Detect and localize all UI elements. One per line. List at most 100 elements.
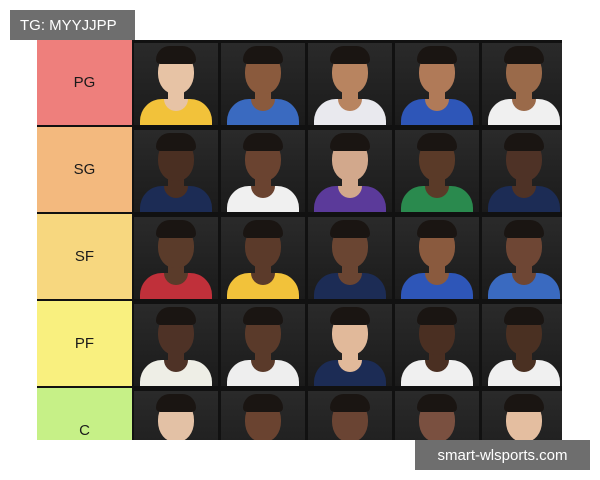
- player-card[interactable]: [395, 217, 479, 299]
- hair-shape: [330, 133, 370, 151]
- neck-shape: [429, 176, 445, 186]
- player-card[interactable]: [308, 43, 392, 125]
- player-card[interactable]: [482, 130, 562, 212]
- neck-shape: [342, 176, 358, 186]
- player-card[interactable]: [308, 130, 392, 212]
- hair-shape: [504, 394, 544, 412]
- collar-shape: [164, 186, 188, 198]
- tier-row-pg: PG: [37, 40, 562, 127]
- hair-shape: [243, 220, 283, 238]
- hair-shape: [504, 307, 544, 325]
- collar-shape: [512, 273, 536, 285]
- player-card[interactable]: [308, 304, 392, 386]
- tier-cells: [132, 214, 562, 301]
- watermark-label: smart-wlsports.com: [415, 440, 590, 470]
- neck-shape: [342, 350, 358, 360]
- tier-row-pf: PF: [37, 301, 562, 388]
- player-card[interactable]: [308, 391, 392, 440]
- collar-shape: [338, 360, 362, 372]
- hair-shape: [330, 46, 370, 64]
- player-card[interactable]: [134, 391, 218, 440]
- neck-shape: [255, 176, 271, 186]
- hair-shape: [243, 394, 283, 412]
- hair-shape: [156, 220, 196, 238]
- collar-shape: [338, 273, 362, 285]
- hair-shape: [417, 307, 457, 325]
- collar-shape: [251, 273, 275, 285]
- tier-row-c: C: [37, 388, 562, 440]
- player-card[interactable]: [308, 217, 392, 299]
- hair-shape: [504, 46, 544, 64]
- player-card[interactable]: [395, 130, 479, 212]
- tier-row-sg: SG: [37, 127, 562, 214]
- neck-shape: [255, 89, 271, 99]
- hair-shape: [417, 46, 457, 64]
- collar-shape: [425, 186, 449, 198]
- collar-shape: [164, 360, 188, 372]
- player-card[interactable]: [221, 43, 305, 125]
- neck-shape: [342, 263, 358, 273]
- hair-shape: [243, 307, 283, 325]
- hair-shape: [417, 133, 457, 151]
- collar-shape: [425, 99, 449, 111]
- collar-shape: [251, 186, 275, 198]
- player-card[interactable]: [134, 217, 218, 299]
- collar-shape: [512, 360, 536, 372]
- tier-cells: [132, 388, 562, 440]
- collar-shape: [425, 273, 449, 285]
- neck-shape: [429, 89, 445, 99]
- collar-shape: [512, 186, 536, 198]
- neck-shape: [342, 89, 358, 99]
- hair-shape: [243, 133, 283, 151]
- player-card[interactable]: [395, 391, 479, 440]
- player-card[interactable]: [134, 130, 218, 212]
- collar-shape: [251, 360, 275, 372]
- player-card[interactable]: [134, 43, 218, 125]
- tier-label[interactable]: SG: [37, 127, 132, 214]
- neck-shape: [168, 350, 184, 360]
- collar-shape: [338, 99, 362, 111]
- player-card[interactable]: [482, 43, 562, 125]
- player-card[interactable]: [221, 304, 305, 386]
- hair-shape: [330, 307, 370, 325]
- player-card[interactable]: [134, 304, 218, 386]
- collar-shape: [164, 99, 188, 111]
- hair-shape: [504, 220, 544, 238]
- player-card[interactable]: [221, 130, 305, 212]
- player-card[interactable]: [395, 43, 479, 125]
- neck-shape: [516, 263, 532, 273]
- hair-shape: [330, 394, 370, 412]
- player-card[interactable]: [482, 391, 562, 440]
- tg-tag-label: TG: MYYJJPP: [10, 10, 135, 40]
- tier-row-sf: SF: [37, 214, 562, 301]
- collar-shape: [425, 360, 449, 372]
- player-card[interactable]: [221, 391, 305, 440]
- hair-shape: [417, 220, 457, 238]
- hair-shape: [156, 133, 196, 151]
- tier-cells: [132, 127, 562, 214]
- hair-shape: [156, 46, 196, 64]
- collar-shape: [164, 273, 188, 285]
- tier-label[interactable]: SF: [37, 214, 132, 301]
- neck-shape: [255, 350, 271, 360]
- collar-shape: [338, 186, 362, 198]
- player-card[interactable]: [221, 217, 305, 299]
- hair-shape: [156, 394, 196, 412]
- neck-shape: [168, 176, 184, 186]
- player-card[interactable]: [395, 304, 479, 386]
- player-card[interactable]: [482, 217, 562, 299]
- hair-shape: [417, 394, 457, 412]
- neck-shape: [516, 176, 532, 186]
- tier-cells: [132, 301, 562, 388]
- player-card[interactable]: [482, 304, 562, 386]
- collar-shape: [512, 99, 536, 111]
- tier-label[interactable]: PG: [37, 40, 132, 127]
- tier-label[interactable]: C: [37, 388, 132, 440]
- neck-shape: [168, 263, 184, 273]
- hair-shape: [330, 220, 370, 238]
- neck-shape: [429, 350, 445, 360]
- neck-shape: [429, 263, 445, 273]
- tier-label[interactable]: PF: [37, 301, 132, 388]
- neck-shape: [168, 89, 184, 99]
- tier-list-board: PG SG SF PF C: [37, 40, 562, 440]
